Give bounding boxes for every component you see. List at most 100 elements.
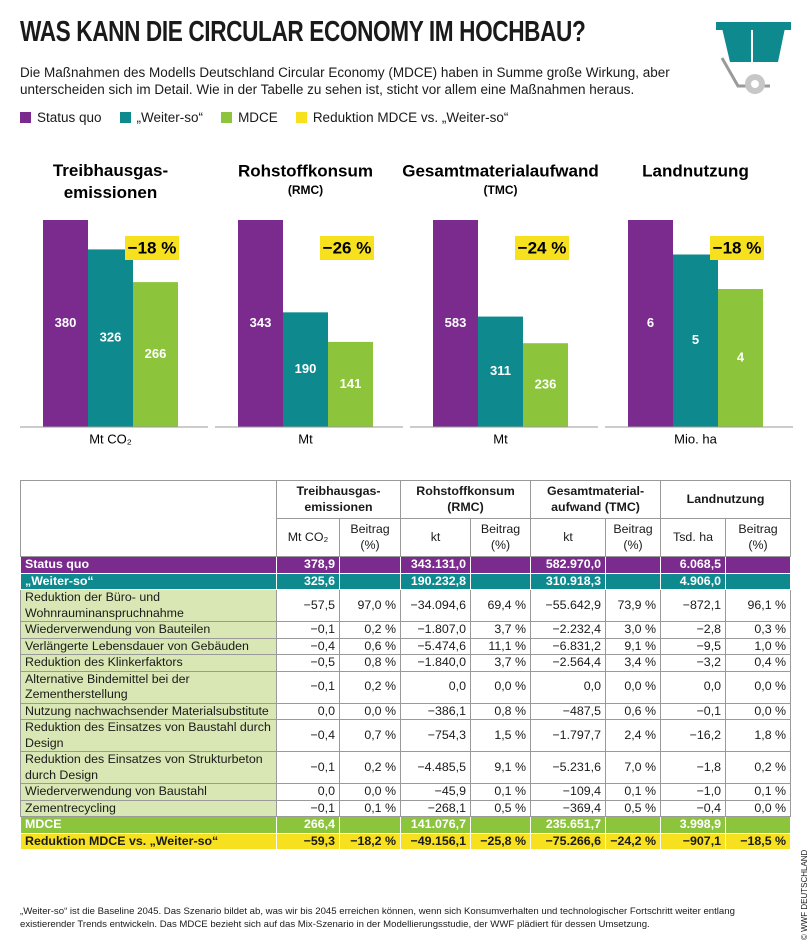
table-row: Wiederverwendung von Baustahl 0,0 0,0 % −45… (20, 783, 792, 801)
table-cell: −5.474,6 (400, 637, 472, 655)
table-cell: 190.232,8 (400, 572, 472, 590)
description: Die Maßnahmen des Modells Deutschland Ci… (20, 65, 670, 97)
table-cell: 0,0 % (470, 670, 532, 704)
table-cell: −9,5 (660, 637, 727, 655)
table-cell: 3,7 % (470, 654, 532, 672)
row-label: Alternative Bindemittel bei der Zementhe… (20, 670, 277, 704)
row-label: Reduktion des Klinkerfaktors (20, 654, 277, 672)
header-cell (20, 480, 277, 557)
bar (133, 282, 178, 427)
table-cell: 0,6 % (605, 702, 662, 720)
legend: Status quo „Weiter-so“ MDCE Reduktion MDCE … (20, 110, 508, 125)
table-cell: −369,4 (530, 799, 607, 817)
table-cell: −3,2 (660, 654, 727, 672)
table-cell: 69,4 % (470, 589, 532, 622)
table-cell: 0,2 % (725, 751, 792, 784)
bar (478, 316, 523, 427)
table-cell: −1.807,0 (400, 621, 472, 639)
table-cell: 0,3 % (725, 621, 792, 639)
table-cell: −2.232,4 (530, 621, 607, 639)
annotation: −18 % (713, 238, 762, 257)
table-cell: −1.840,0 (400, 654, 472, 672)
bar-value-label: 141 (340, 376, 362, 391)
table-cell: 0,0 (660, 670, 727, 704)
table-row: Reduktion des Einsatzes von Strukturbeto… (20, 751, 792, 784)
legend-label: Status quo (37, 110, 102, 125)
table-cell: 378,9 (276, 556, 340, 574)
table-cell: −0,1 (276, 670, 340, 704)
table-cell: −0,1 (660, 702, 727, 720)
table-cell: 11,1 % (470, 637, 532, 655)
table-cell: 0,5 % (605, 799, 662, 817)
table-cell: 0,0 % (605, 670, 662, 704)
table-cell: −18,2 % (338, 832, 402, 850)
table-cell (725, 556, 792, 574)
table-cell: 3,7 % (470, 621, 532, 639)
legend-swatch (221, 112, 233, 123)
table-cell: 0,0 % (725, 702, 792, 720)
table-cell: 0,0 (400, 670, 472, 704)
table-row: MDCE 266,4 141.076,7 235.651,7 3.998,9 (20, 816, 792, 834)
table-cell: 0,2 % (338, 670, 402, 704)
annotation-box (710, 236, 764, 260)
table-cell: −34.094,6 (400, 589, 472, 622)
table-cell: 0,0 % (338, 702, 402, 720)
table-cell: −75.266,6 (530, 832, 607, 850)
annotation-box (320, 236, 374, 260)
row-label: Wiederverwendung von Baustahl (20, 783, 277, 801)
table-cell: 4.906,0 (660, 572, 727, 590)
legend-label: „Weiter-so“ (136, 110, 204, 125)
group-header: Treibhausgas- emissionen (275, 480, 402, 519)
table-cell (470, 572, 532, 590)
table-cell (605, 572, 662, 590)
chart-title: Gesamtmaterialaufwand (402, 161, 599, 180)
table-cell: 3,4 % (605, 654, 662, 672)
table-cell: −5.231,6 (530, 751, 607, 784)
table-cell: −49.156,1 (400, 832, 472, 850)
table-cell: −1,8 (660, 751, 727, 784)
annotation: −18 % (128, 238, 177, 257)
table-cell: −872,1 (660, 589, 727, 622)
unit-header: Beitrag (%) (605, 518, 662, 557)
x-axis-label: Mt CO₂ (89, 431, 132, 446)
table-cell: 0,1 % (605, 783, 662, 801)
bar-value-label: 236 (535, 377, 557, 392)
row-label: MDCE (20, 816, 277, 834)
row-label: Reduktion der Büro- und Wohnrauminanspru… (20, 589, 277, 622)
wheelbarrow-icon (716, 22, 791, 94)
unit-row: Mt CO₂ Beitrag (%) kt Beitrag (%) kt Beitrag … (21, 518, 792, 557)
table-cell: 1,0 % (725, 637, 792, 655)
table-cell: 7,0 % (605, 751, 662, 784)
table-cell: −0,4 (276, 719, 340, 752)
data-table: Treibhausgas- emissionen Rohstoffkonsum (… (20, 480, 792, 850)
bar (433, 220, 478, 427)
table-cell: −55.642,9 (530, 589, 607, 622)
bar-value-label: 266 (145, 346, 167, 361)
table-cell: 0,0 (530, 670, 607, 704)
row-label: „Weiter-so“ (20, 572, 277, 590)
table-cell: −907,1 (660, 832, 727, 850)
bar (328, 341, 373, 427)
row-label: Reduktion des Einsatzes von Strukturbeto… (20, 751, 277, 784)
table-cell: 0,7 % (338, 719, 402, 752)
table-cell: 235.651,7 (530, 816, 607, 834)
table-cell (338, 572, 402, 590)
bar-value-label: 583 (445, 315, 467, 330)
table-cell: 343.131,0 (400, 556, 472, 574)
table-cell: −25,8 % (470, 832, 532, 850)
table-cell: 2,4 % (605, 719, 662, 752)
chart-subtitle: (TMC) (484, 183, 518, 197)
x-axis-label: Mio. ha (674, 431, 717, 446)
legend-swatch (119, 112, 131, 123)
table-cell: −45,9 (400, 783, 472, 801)
row-label: Wiederverwendung von Bauteilen (20, 621, 277, 639)
legend-swatch (295, 112, 307, 123)
table-row: Zementrecycling −0,1 0,1 % −268,1 0,5 % −369,… (20, 799, 792, 817)
table-cell: −24,2 % (605, 832, 662, 850)
table-cell: 9,1 % (605, 637, 662, 655)
table-cell (605, 816, 662, 834)
group-header: Landnutzung (660, 480, 792, 519)
table-cell: 0,0 % (725, 799, 792, 817)
table-cell: 0,0 (276, 702, 340, 720)
table-row: Verlängerte Lebensdauer von Gebäuden −0,4… (20, 637, 792, 655)
